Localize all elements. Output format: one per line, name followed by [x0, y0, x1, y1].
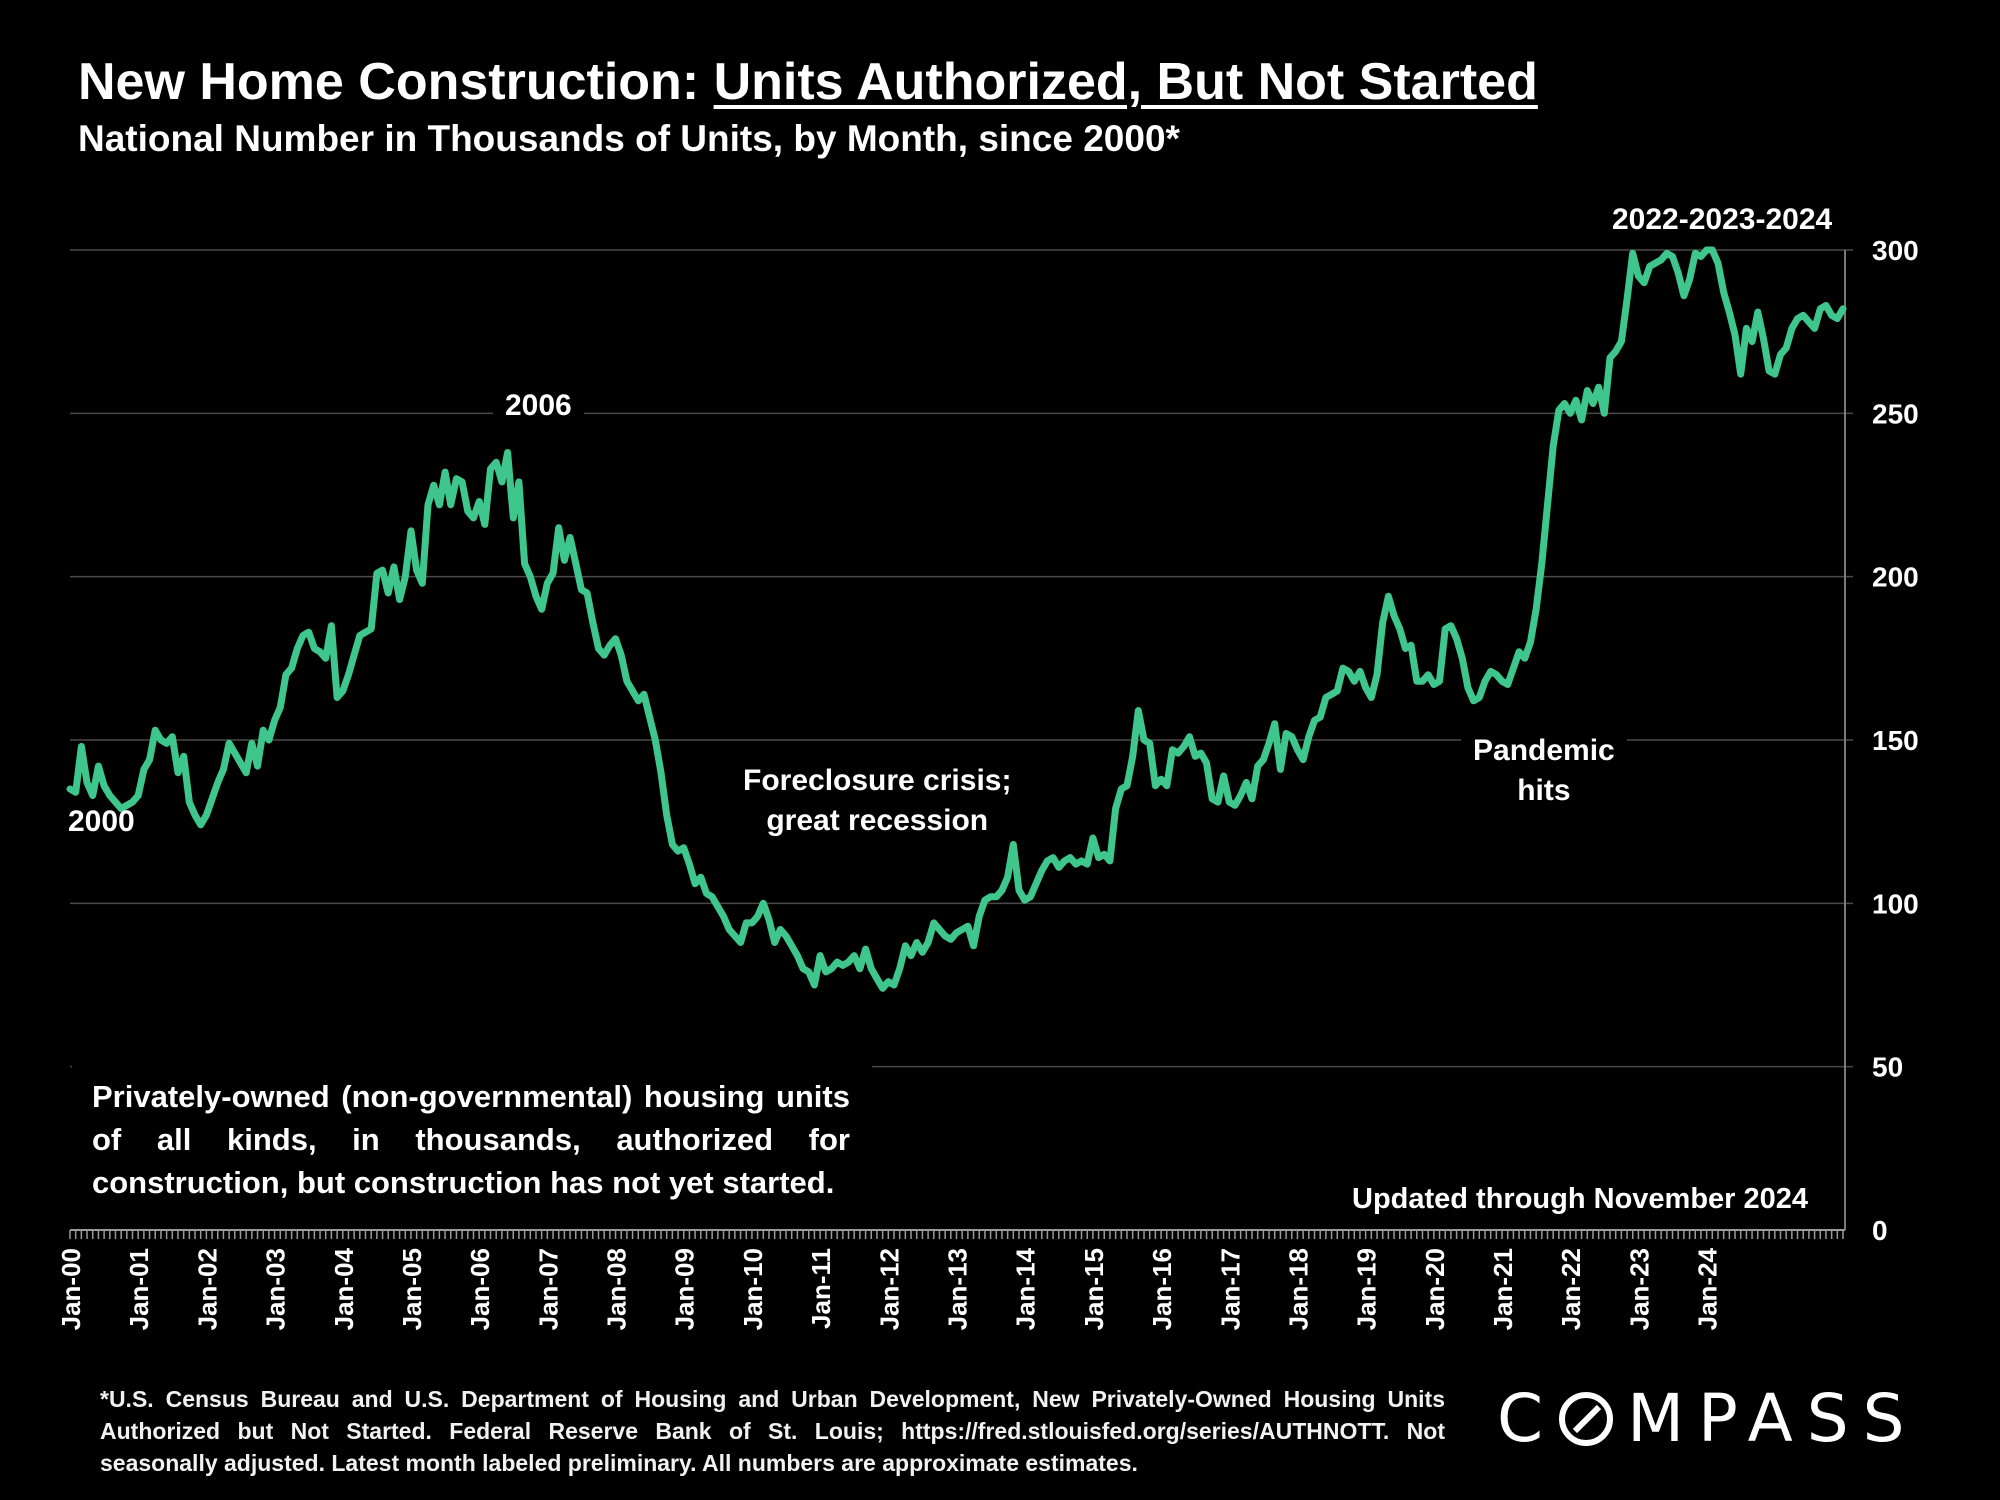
x-tick-label-Jan-13: Jan-13	[943, 1248, 973, 1330]
y-tick-label-0: 0	[1872, 1215, 1888, 1246]
x-tick-label-Jan-19: Jan-19	[1352, 1248, 1382, 1330]
annotation-recession-line1: Foreclosure crisis;	[743, 764, 1012, 797]
x-tick-label-Jan-20: Jan-20	[1420, 1248, 1450, 1330]
x-tick-label-Jan-08: Jan-08	[602, 1248, 632, 1330]
chart-title: New Home Construction: Units Authorized,…	[78, 52, 1538, 112]
x-tick-label-Jan-09: Jan-09	[670, 1248, 700, 1330]
x-tick-label-Jan-22: Jan-22	[1556, 1248, 1586, 1330]
x-tick-label-Jan-14: Jan-14	[1011, 1247, 1041, 1330]
annotation-2006: 2006	[493, 386, 584, 426]
series-line	[66, 246, 1847, 992]
description-box	[72, 1065, 872, 1215]
annotation-recent: 2022-2023-2024	[1612, 203, 1833, 236]
x-tick-label-Jan-18: Jan-18	[1283, 1248, 1313, 1330]
logo-letter-c: C	[1497, 1380, 1558, 1457]
x-tick-label-Jan-05: Jan-05	[397, 1248, 427, 1330]
x-tick-label-Jan-11: Jan-11	[806, 1248, 836, 1329]
x-tick-label-Jan-06: Jan-06	[465, 1248, 495, 1330]
chart-description: Privately-owned (non-governmental) housi…	[92, 1079, 850, 1200]
x-tick-label-Jan-04: Jan-04	[329, 1247, 359, 1330]
x-tick-label-Jan-07: Jan-07	[533, 1248, 563, 1330]
y-tick-label-200: 200	[1872, 562, 1919, 593]
annotation-recession: Foreclosure crisis; great recession	[731, 761, 1024, 841]
compass-o-icon	[1559, 1391, 1614, 1446]
y-tick-label-300: 300	[1872, 235, 1919, 266]
x-tick-label-Jan-24: Jan-24	[1693, 1247, 1723, 1330]
x-tick-label-Jan-03: Jan-03	[261, 1248, 291, 1330]
logo-letters-rest: MPASS	[1627, 1380, 1919, 1457]
x-tick-label-Jan-12: Jan-12	[874, 1248, 904, 1330]
x-tick-label-Jan-17: Jan-17	[1215, 1248, 1245, 1330]
annotation-pandemic-line1: Pandemic	[1473, 734, 1615, 767]
annotation-recession-line2: great recession	[766, 804, 989, 837]
x-tick-label-Jan-01: Jan-01	[124, 1248, 154, 1330]
annotation-pandemic-line2: hits	[1517, 774, 1571, 807]
annotation-pandemic: Pandemic hits	[1461, 731, 1627, 811]
y-tick-label-100: 100	[1872, 888, 1919, 919]
x-tick-label-Jan-02: Jan-02	[192, 1248, 222, 1330]
source-footnote: *U.S. Census Bureau and U.S. Department …	[100, 1386, 1445, 1476]
x-tick-label-Jan-23: Jan-23	[1624, 1248, 1654, 1330]
x-axis: Jan-00 Jan-01 Jan-02 Jan-03 Jan-04 Jan-05 Jan-…	[56, 1229, 1845, 1330]
x-tick-label-Jan-21: Jan-21	[1488, 1248, 1518, 1330]
x-tick-label-Jan-16: Jan-16	[1147, 1248, 1177, 1330]
y-tick-label-150: 150	[1872, 725, 1919, 756]
annotation-2000: 2000	[68, 805, 135, 838]
data-series	[66, 246, 1847, 992]
x-tick-label-Jan-15: Jan-15	[1079, 1248, 1109, 1330]
title-prefix: New Home Construction:	[78, 53, 714, 111]
compass-logo: C MPASS	[1497, 1380, 1919, 1457]
updated-note: Updated through November 2024	[1352, 1183, 1809, 1215]
y-tick-label-50: 50	[1872, 1052, 1903, 1083]
y-axis: 0 50 100 150 200 250 300	[1844, 235, 1919, 1246]
title-highlight: Units Authorized, But Not Started	[713, 53, 1538, 111]
y-tick-label-250: 250	[1872, 398, 1919, 429]
x-tick-label-Jan-00: Jan-00	[56, 1248, 86, 1330]
x-tick-label-Jan-10: Jan-10	[738, 1248, 768, 1330]
chart-subtitle: National Number in Thousands of Units, b…	[78, 118, 1180, 159]
